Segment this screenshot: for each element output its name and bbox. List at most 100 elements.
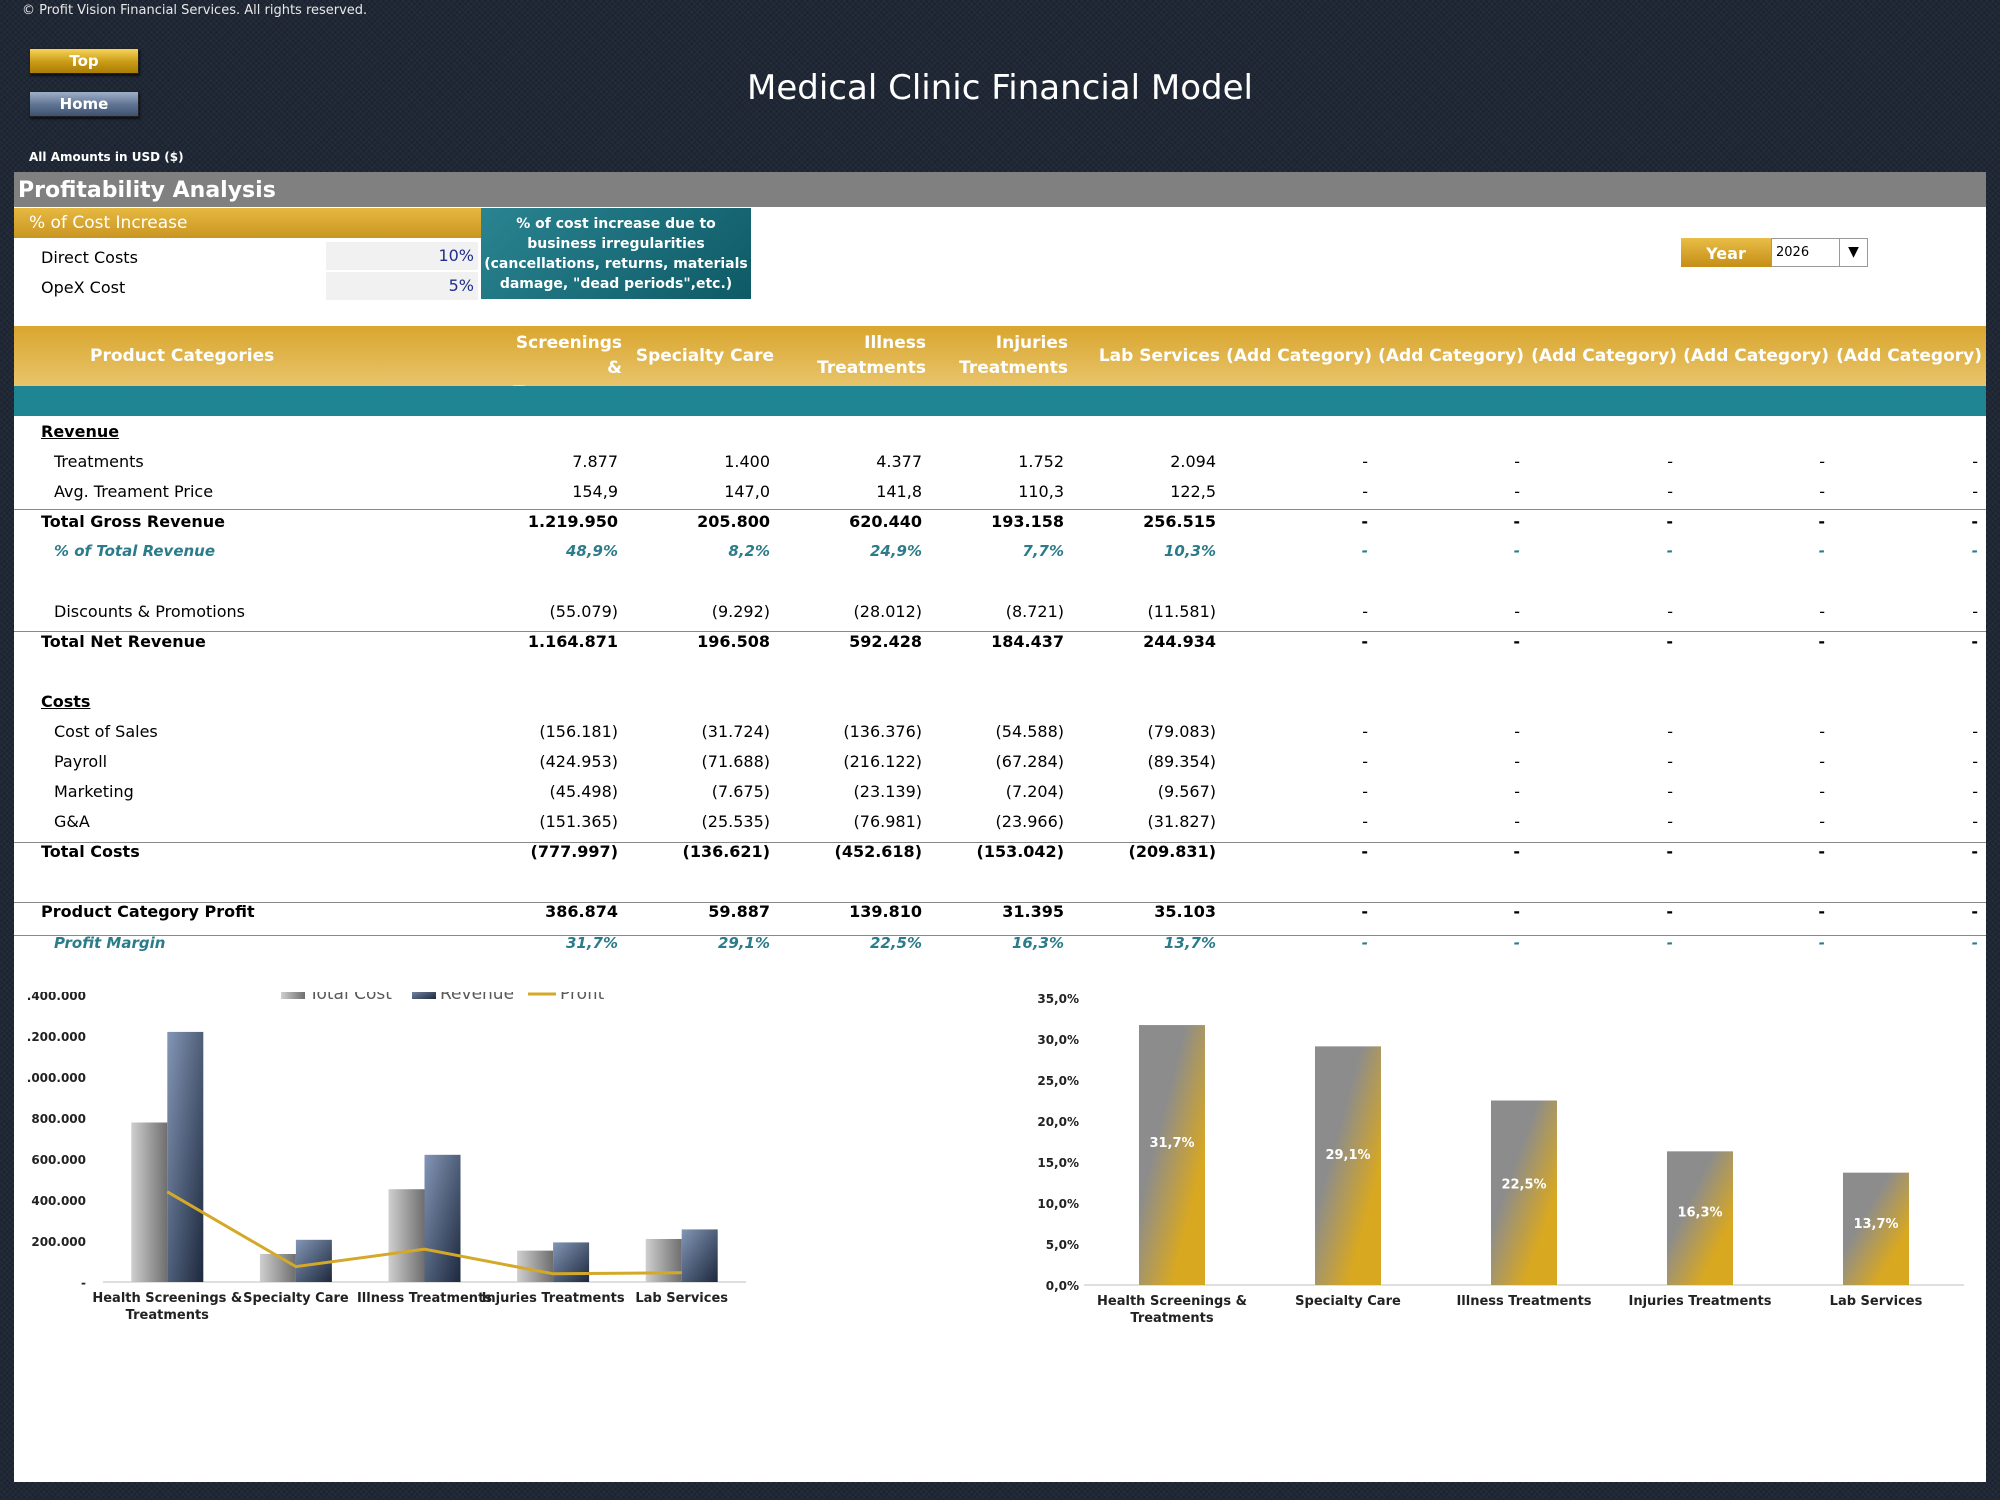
x-category-label: Specialty Care [243,1291,349,1306]
y-tick-label: 20,0% [1037,1115,1079,1129]
table-cell: 10,3% [1163,542,1216,560]
y-tick-label: 1.000.000 [28,1071,86,1085]
table-cell: - [1362,452,1368,471]
table-cell: - [1361,934,1368,952]
profit-margin-data-label: 22,5% [1501,1178,1546,1193]
total-cost-bar [388,1189,425,1282]
revenue-bar [424,1154,461,1282]
table-cell: 4.377 [876,452,922,471]
table-cell: 1.219.950 [527,512,618,531]
table-cell: - [1972,452,1978,471]
table-cell: - [1513,632,1520,651]
legend-revenue-swatch [412,988,436,999]
row-label-total-gross-revenue: Total Gross Revenue [41,512,225,531]
row-label-cost-of-sales: Cost of Sales [54,722,158,741]
column-header-10: (Add Category) [1836,345,1982,366]
row-label-profit-margin: Profit Margin [54,934,166,952]
x-category-label: Lab Services [1830,1294,1923,1309]
opex-cost-input[interactable]: 5% [326,272,478,300]
x-category-label: Health Screenings & [92,1291,242,1306]
column-header-4: Injuries Treatments [959,333,1068,378]
y-tick-label: 800.000 [31,1112,86,1126]
section-bar: Profitability Analysis [14,172,1986,207]
table-cell: - [1666,934,1673,952]
table-cell: - [1667,722,1673,741]
legend-profit: Profit [560,992,605,1004]
table-cell: - [1666,632,1673,651]
product-categories-header: Product Categories [90,346,275,366]
table-cell: (777.997) [530,842,619,861]
table-cell: - [1819,722,1825,741]
table-cell: - [1818,934,1825,952]
table-cell: 147,0 [724,482,770,501]
y-tick-label: 400.000 [31,1194,86,1208]
total-cost-bar [645,1238,682,1282]
column-header-3: Illness Treatments [817,333,926,378]
table-cell: (11.581) [1147,602,1216,621]
table-cell: - [1667,812,1673,831]
total-cost-bar [131,1122,168,1282]
table-cell: - [1667,602,1673,621]
table-cell: 31,7% [565,934,618,952]
direct-costs-input[interactable]: 10% [326,242,478,270]
table-cell: 139.810 [849,902,922,921]
table-cell: - [1514,602,1520,621]
cost-increase-title: % of Cost Increase [29,213,188,233]
table-cell: (9.292) [711,602,770,621]
y-tick-label: 200.000 [31,1235,86,1249]
table-cell: - [1513,512,1520,531]
direct-costs-label: Direct Costs [41,248,138,267]
total-cost-bar [259,1253,296,1282]
cost-revenue-chart: - 200.000 400.000 600.000 800.000 1.000.000 1.… [18,984,968,1472]
row-divider [14,902,1986,903]
x-category-label: Treatments [1130,1311,1213,1326]
table-cell: - [1971,512,1978,531]
column-header-8: (Add Category) [1531,345,1677,366]
row-label--of-total-revenue: % of Total Revenue [54,542,216,560]
table-cell: (55.079) [549,602,618,621]
profit-margin-bar [1667,1151,1733,1285]
table-cell: (28.012) [853,602,922,621]
table-cell: - [1514,482,1520,501]
y-tick-label: 1.400.000 [28,992,86,1003]
profit-margin-bar [1315,1046,1381,1285]
table-cell: - [1666,542,1673,560]
table-cell: (31.827) [1147,812,1216,831]
y-tick-label: 35,0% [1037,992,1079,1006]
profit-margin-chart-svg: 0,0% 5,0% 10,0% 15,0% 20,0% 25,0% 30,0% 35,0% 31… [1037,972,1964,1326]
table-cell: 7,7% [1022,542,1064,560]
table-cell: (136.376) [843,722,922,741]
top-button[interactable]: Top [29,48,139,74]
table-cell: - [1666,512,1673,531]
x-category-label: Specialty Care [1295,1294,1401,1309]
profit-margin-bar [1843,1172,1909,1285]
chevron-down-icon[interactable]: ▼ [1839,239,1867,266]
cost-increase-header: % of Cost Increase [14,208,481,238]
table-cell: - [1514,812,1520,831]
profit-line [166,1190,682,1276]
table-cell: - [1819,452,1825,471]
year-dropdown[interactable]: 2026 ▼ [1771,238,1868,267]
y-tick-label: 30,0% [1037,1033,1079,1047]
section-title: Profitability Analysis [18,178,276,203]
column-header-7: (Add Category) [1378,345,1524,366]
column-header-9: (Add Category) [1683,345,1829,366]
table-cell: (136.621) [682,842,771,861]
row-label-g-a: G&A [54,812,90,831]
revenue-bar [553,1242,590,1282]
table-cell: (216.122) [843,752,922,771]
table-cell: (7.675) [711,782,770,801]
table-cell: - [1971,934,1978,952]
profit-margin-data-label: 29,1% [1325,1148,1370,1163]
table-cell: - [1514,752,1520,771]
table-cell: - [1972,812,1978,831]
table-cell: 592.428 [849,632,922,651]
home-button[interactable]: Home [29,91,139,117]
table-cell: (7.204) [1005,782,1064,801]
table-cell: - [1513,934,1520,952]
total-cost-bar [517,1250,554,1282]
profit-margin-bar [1491,1100,1557,1285]
table-cell: 48,9% [565,542,618,560]
profit-margin-data-label: 31,7% [1149,1136,1194,1151]
table-cell: - [1362,812,1368,831]
